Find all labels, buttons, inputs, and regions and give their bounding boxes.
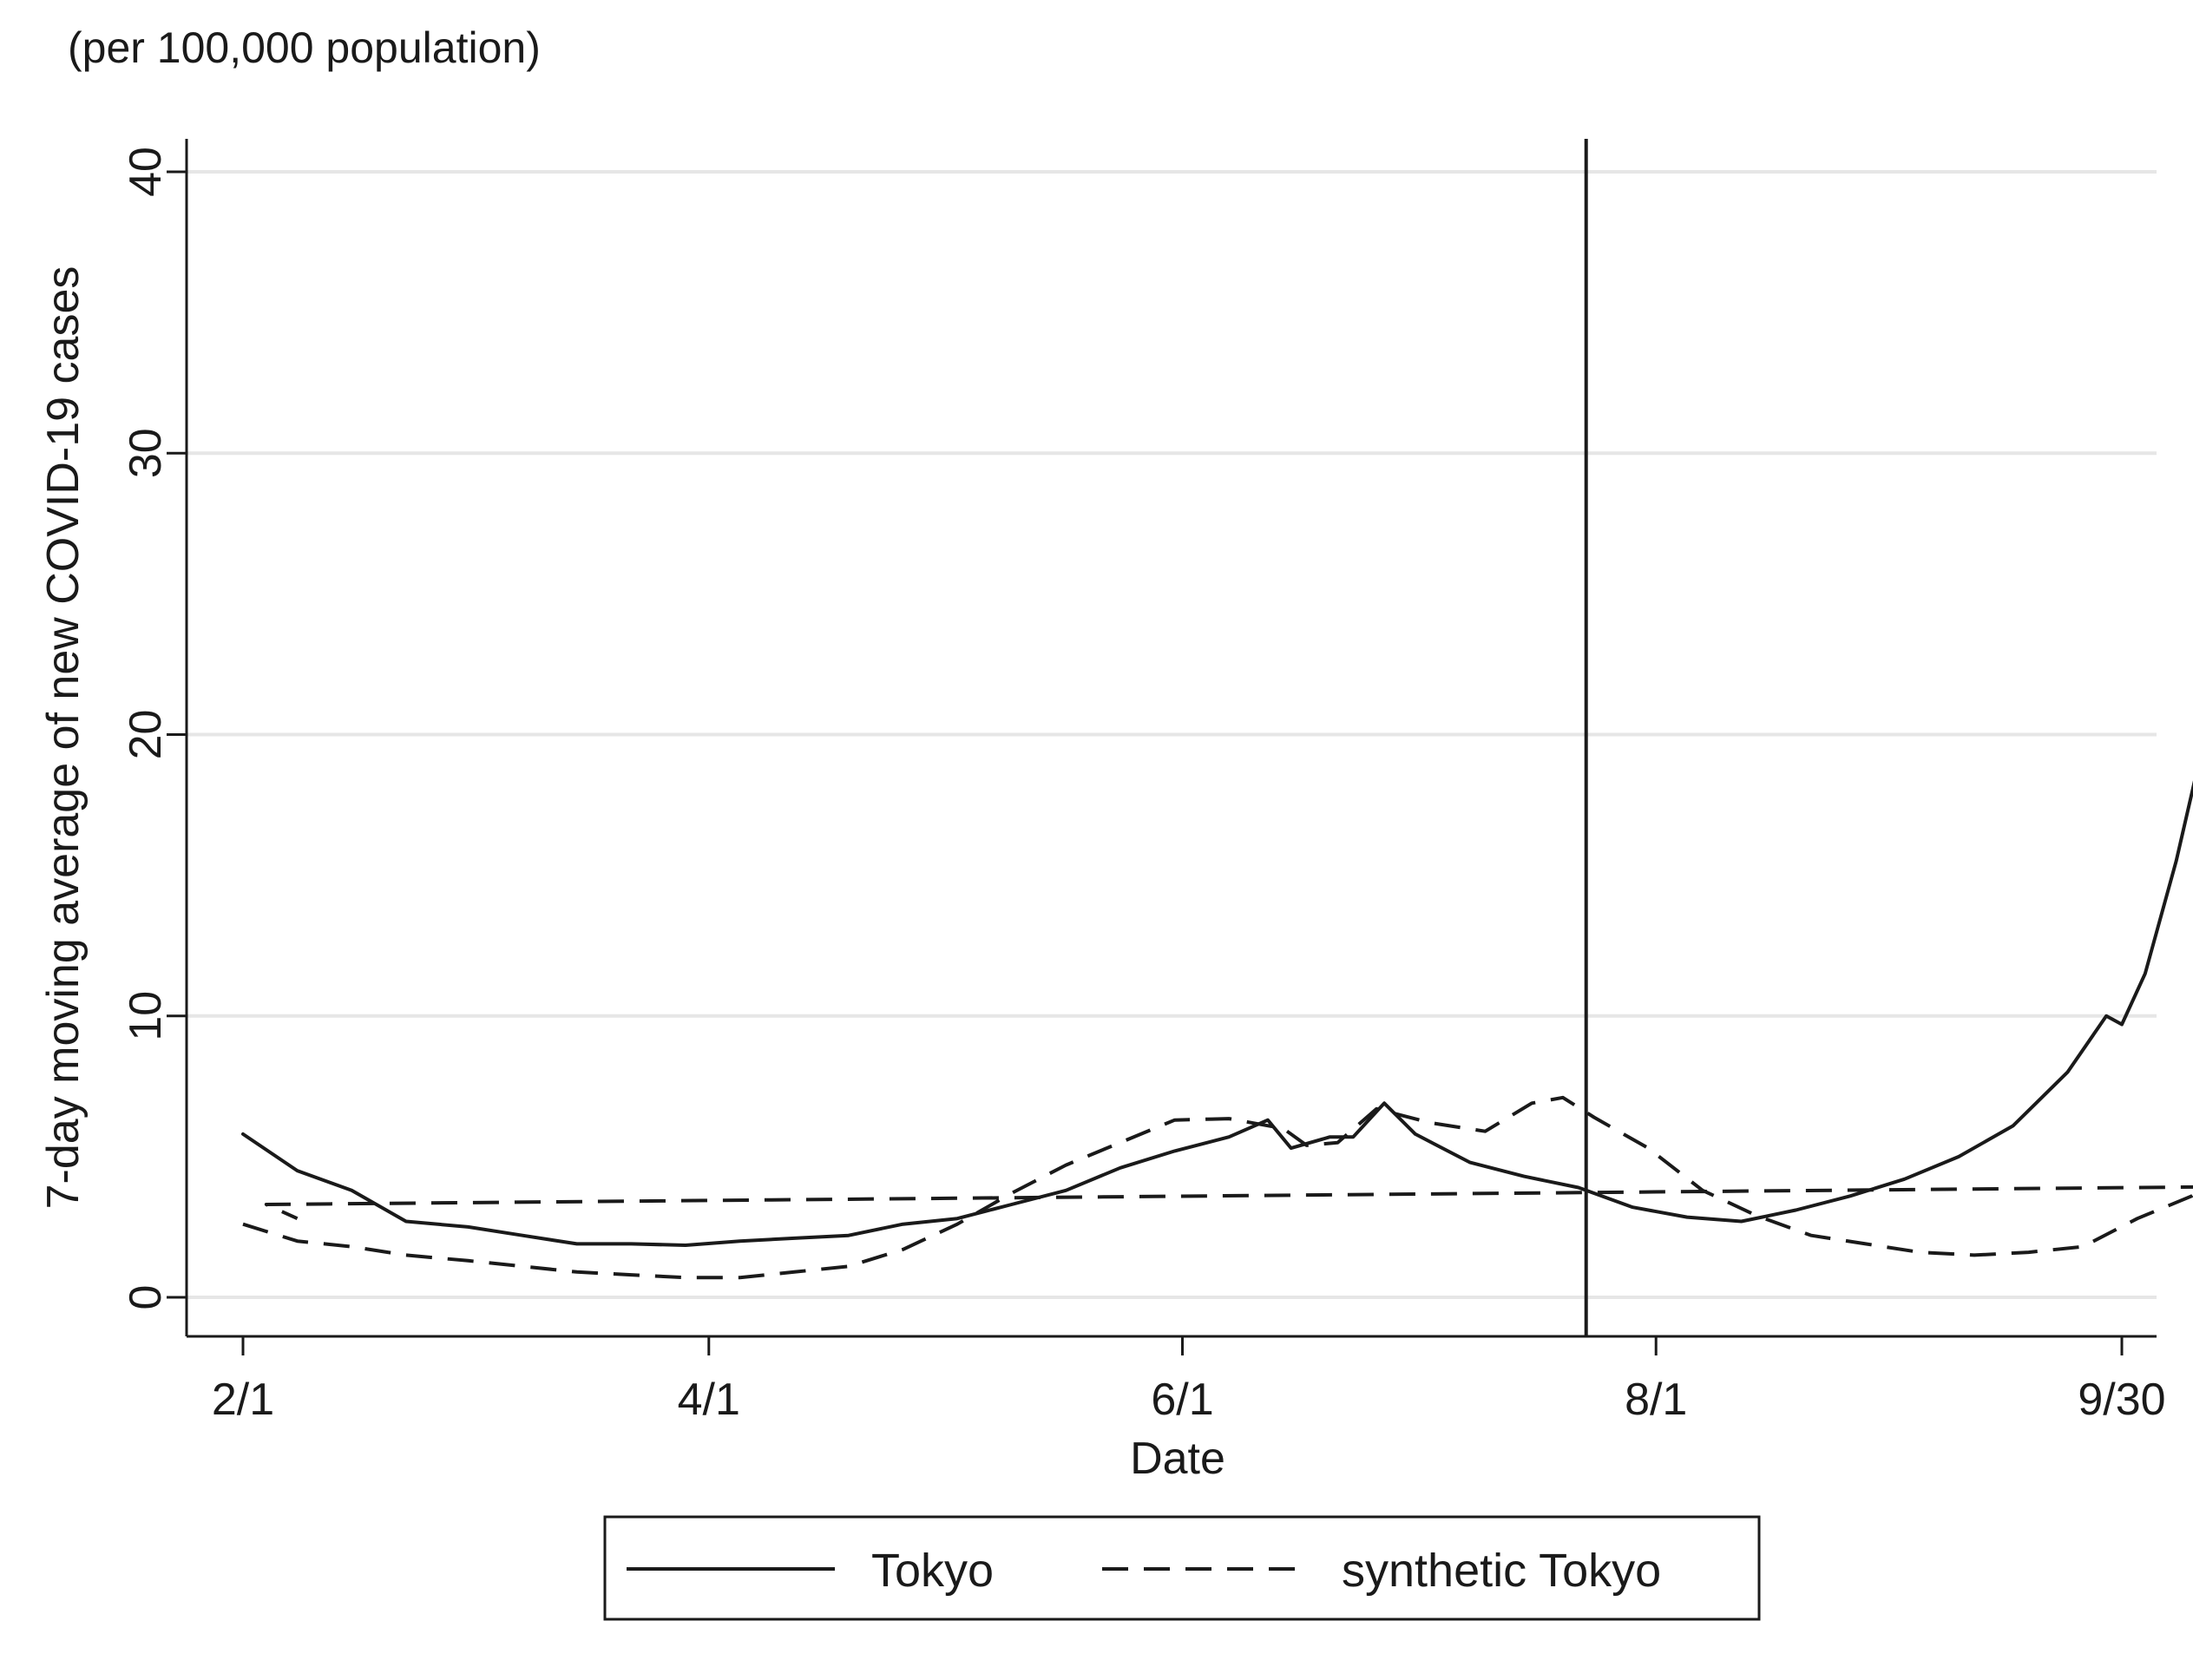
y-ticks: 0 10 20 30 40 — [121, 147, 187, 1309]
x-tick-label: 2/1 — [212, 1375, 274, 1425]
y-tick-label: 10 — [121, 991, 171, 1041]
y-axis-title: 7-day moving average of new COVID-19 cas… — [38, 266, 89, 1210]
y-tick-label: 30 — [121, 428, 171, 478]
y-tick-label: 0 — [121, 1285, 171, 1310]
legend-label-synthetic-tokyo: synthetic Tokyo — [1342, 1545, 1661, 1597]
axes — [185, 139, 2157, 1338]
x-tick-label: 4/1 — [678, 1375, 740, 1425]
x-tick-label: 9/30 — [2078, 1375, 2165, 1425]
legend: Tokyo synthetic Tokyo — [603, 1515, 1761, 1621]
legend-box — [603, 1515, 1761, 1621]
x-axis-title: Date — [1130, 1434, 1225, 1484]
x-tick-label: 6/1 — [1151, 1375, 1213, 1425]
gridlines — [187, 170, 2157, 1299]
x-tick-label: 8/1 — [1625, 1375, 1687, 1425]
y-tick-label: 20 — [121, 710, 171, 760]
y-tick-label: 40 — [121, 147, 171, 197]
unit-note: (per 100,000 population) — [68, 23, 541, 72]
legend-label-tokyo: Tokyo — [871, 1545, 994, 1597]
series-line-synthetic-tokyo — [242, 1095, 2193, 1280]
x-ticks: 2/1 4/1 6/1 8/1 9/30 — [212, 1336, 2166, 1425]
series-lines — [241, 780, 2193, 1280]
series-line-tokyo — [241, 780, 2193, 1247]
